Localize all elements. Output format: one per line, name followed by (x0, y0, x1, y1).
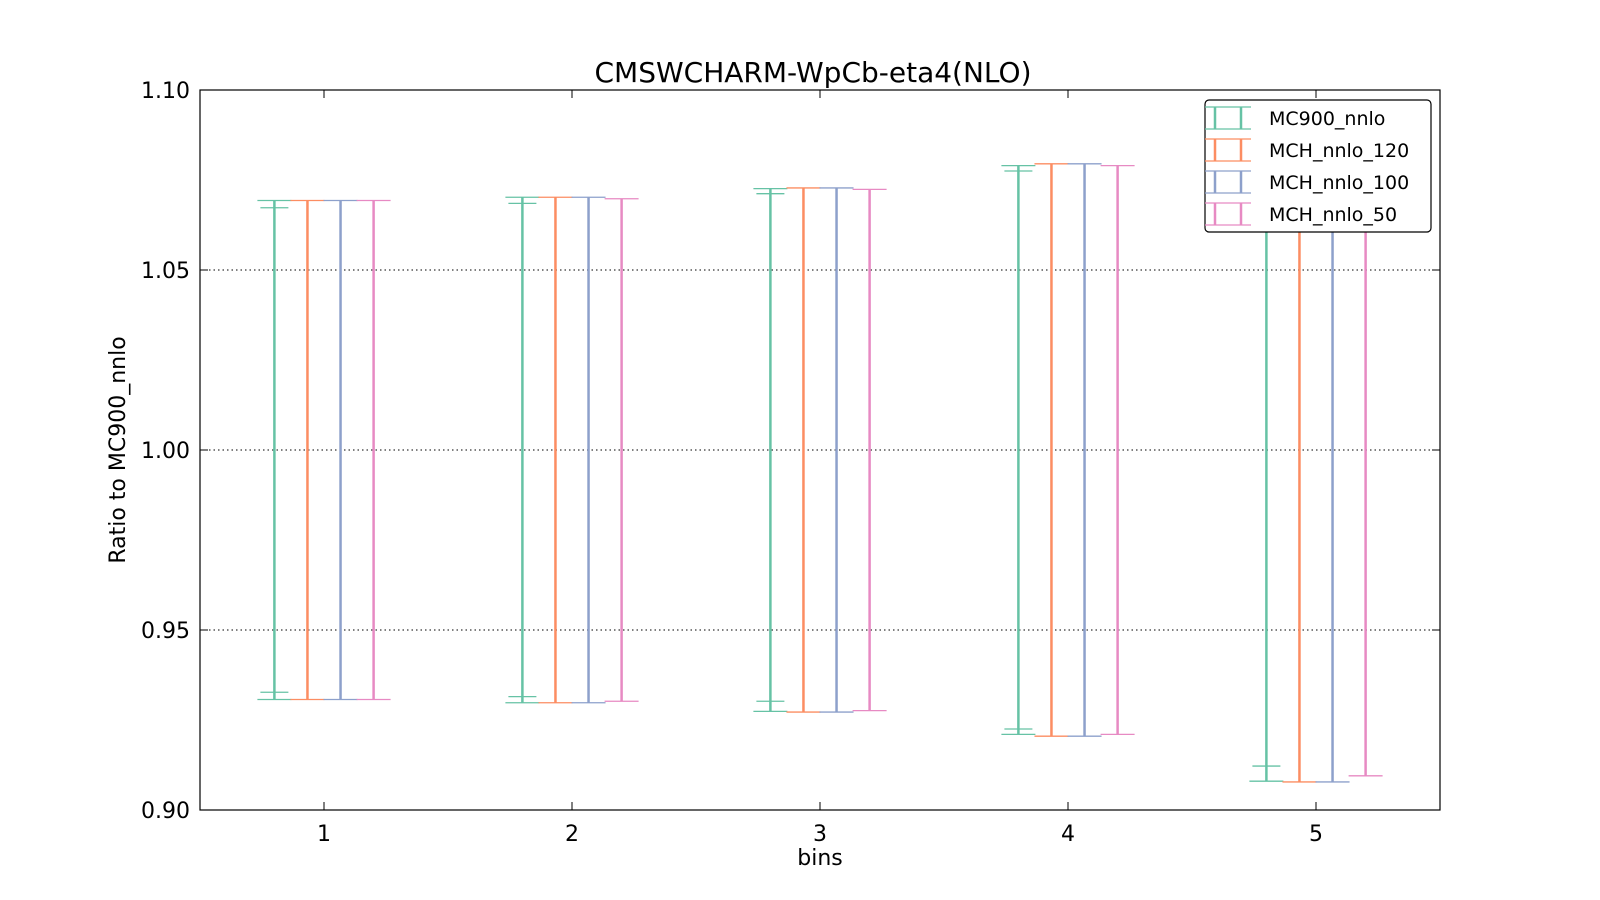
error-bars (257, 118, 1383, 783)
legend-label: MCH_nnlo_50 (1269, 204, 1397, 226)
legend-label: MCH_nnlo_100 (1269, 172, 1409, 194)
y-tick-label: 1.10 (141, 79, 190, 104)
y-tick-label: 0.95 (141, 619, 190, 644)
x-tick-label: 4 (1061, 822, 1075, 847)
x-axis-title: bins (797, 846, 842, 871)
x-tick-label: 1 (317, 822, 331, 847)
legend-box (1204, 99, 1432, 233)
x-tick-label: 2 (565, 822, 579, 847)
legend: MC900_nnlo MCH_nnlo_120 MCH_nnlo_100 MCH_nn… (1204, 99, 1432, 233)
x-tick-label: 3 (813, 822, 827, 847)
y-tick-label: 0.90 (141, 799, 190, 824)
axis-ticks: 0.90 0.95 1.00 1.05 1.10 1 2 3 4 5 (141, 79, 1440, 847)
y-axis-title: Ratio to MC900_nnlo (106, 336, 131, 563)
legend-label: MCH_nnlo_120 (1269, 140, 1409, 162)
legend-label: MC900_nnlo (1269, 108, 1385, 130)
y-tick-label: 1.00 (141, 439, 190, 464)
chart-title: CMSWCHARM-WpCb-eta4(NLO) (594, 56, 1031, 89)
y-tick-label: 1.05 (141, 259, 190, 284)
x-tick-label: 5 (1309, 822, 1323, 847)
